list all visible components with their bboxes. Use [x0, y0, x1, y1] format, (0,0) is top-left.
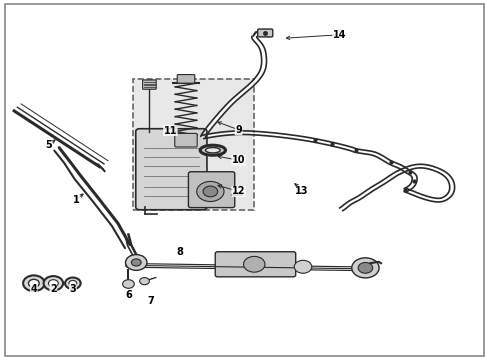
Text: 11: 11 [163, 126, 177, 135]
Circle shape [140, 278, 149, 285]
Text: 9: 9 [235, 125, 242, 135]
Circle shape [125, 255, 147, 270]
FancyBboxPatch shape [174, 134, 197, 147]
Circle shape [294, 260, 311, 273]
Circle shape [69, 280, 77, 286]
Text: 1: 1 [73, 195, 80, 205]
Text: 12: 12 [231, 186, 245, 197]
Circle shape [122, 280, 134, 288]
Text: 2: 2 [50, 284, 57, 294]
FancyBboxPatch shape [215, 252, 295, 277]
Ellipse shape [205, 148, 220, 153]
Circle shape [43, 276, 63, 291]
Text: 7: 7 [147, 296, 154, 306]
Text: 6: 6 [125, 291, 132, 301]
Text: 10: 10 [231, 155, 245, 165]
Text: 13: 13 [295, 186, 308, 197]
Circle shape [23, 275, 44, 291]
Text: 4: 4 [30, 284, 37, 294]
Circle shape [65, 278, 81, 289]
Circle shape [28, 279, 39, 287]
Text: 3: 3 [69, 284, 76, 294]
FancyBboxPatch shape [188, 172, 234, 208]
Circle shape [243, 256, 264, 272]
Circle shape [203, 186, 217, 197]
Circle shape [351, 258, 378, 278]
FancyBboxPatch shape [257, 29, 272, 37]
Bar [133, 78, 254, 211]
Circle shape [357, 262, 372, 273]
Text: 5: 5 [45, 140, 52, 150]
Text: 8: 8 [176, 247, 183, 257]
Text: 14: 14 [332, 30, 346, 40]
Circle shape [48, 280, 58, 287]
FancyBboxPatch shape [177, 75, 194, 83]
FancyBboxPatch shape [142, 80, 156, 89]
Ellipse shape [200, 145, 225, 155]
Circle shape [196, 181, 224, 202]
FancyBboxPatch shape [136, 129, 206, 210]
Circle shape [131, 259, 141, 266]
